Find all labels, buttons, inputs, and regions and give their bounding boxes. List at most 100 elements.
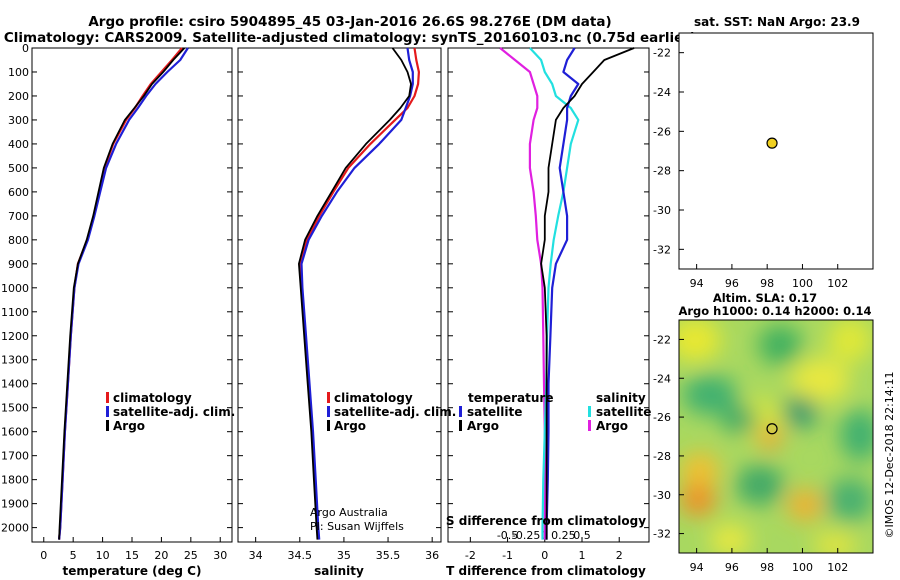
s-tick-label: 0.5 [573,529,591,542]
s-tick-label: -0.5 [497,529,518,542]
x-tick-label: 0 [40,549,47,562]
x-tick-label: 35 [337,549,351,562]
legend-swatch-satellite [327,406,330,417]
depth-tick-label: 100 [8,66,29,79]
salinity-satellite-line [300,47,414,540]
lon-tick-label: 96 [725,561,739,574]
depth-tick-label: 700 [8,210,29,223]
sla-title-1: Altim. SLA: 0.17 [713,291,817,305]
float-marker [766,137,778,149]
depth-tick-label: 1500 [1,402,29,415]
temperature-legend: climatology satellite-adj. clim. Argo [106,391,235,433]
temperature-xlabel: temperature (deg C) [63,564,202,578]
s-difference-label: S difference from climatology [446,514,646,528]
x-tick-label: 34 [249,549,263,562]
x-tick-label: 5 [70,549,77,562]
legend-climatology: climatology [113,391,192,405]
legend-temperature-title: temperature [468,391,553,405]
difference-panel: -2 -1 0 1 2-0.5-0.25 0 0.250.5 [465,47,635,562]
x-tick-label: 15 [125,549,139,562]
depth-tick-label: 0 [22,42,29,55]
lon-tick-label: 98 [760,561,774,574]
legend-satellite: satellite-adj. clim. [334,405,456,419]
depth-tick-label: 2000 [1,522,29,535]
s-tick-label: -0.25 [512,529,540,542]
depth-tick-label: 500 [8,162,29,175]
lat-tick-label: -32 [653,528,671,541]
lat-tick-label: -26 [653,125,671,138]
sst-map: 94 96 98 100 102 -22 -24 -26 -28 -30 -32 [653,47,848,290]
legend-argo: Argo [334,419,366,433]
lon-tick-label: 96 [725,277,739,290]
lat-tick-label: -32 [653,243,671,256]
float-marker [766,423,778,435]
legend-satellite: satellite-adj. clim. [113,405,235,419]
sla-blob [722,406,758,434]
sla-blobs [679,320,873,553]
sla-blob [758,427,782,449]
credit-line-1: Argo Australia [310,506,388,519]
x-tick-label: 0 [541,549,548,562]
x-tick-label: 34.5 [288,549,313,562]
imos-stamp: ©IMOS 12-Dec-2018 22:14:11 [883,372,896,539]
lat-tick-label: -30 [653,204,671,217]
legend-swatch-t-satellite [459,406,462,417]
lat-tick-label: -22 [653,47,671,60]
lat-tick-label: -24 [653,372,671,385]
credit-line-2: PI: Susan Wijffels [310,520,404,533]
depth-tick-label: 1600 [1,426,29,439]
lon-tick-label: 94 [690,277,704,290]
difference-xlabel: T difference from climatology [446,564,646,578]
depth-tick-label: 1200 [1,330,29,343]
sla-blob [826,478,873,522]
sla-blob [710,524,750,553]
t-diff-argo-line [540,47,635,540]
x-tick-label: 20 [154,549,168,562]
salinity-panel-frame [237,47,442,543]
lat-tick-label: -28 [653,450,671,463]
legend-swatch-argo [327,420,330,431]
temperature-climatology-line [58,47,183,540]
lat-tick-label: -28 [653,165,671,178]
temperature-argo-line [58,47,186,540]
sla-map-frame [678,319,874,554]
depth-axis: 0 100 200 300 400 500 600 700 800 900 1000 1100 1200… [1,42,649,535]
x-tick-label: 36 [425,549,439,562]
legend-swatch-satellite [106,406,109,417]
salinity-argo-line [297,47,412,540]
sla-blob [736,465,784,505]
legend-s-satellite: satellite [596,405,651,419]
salinity-panel: 34 34.5 35 35.5 36 [249,47,439,562]
legend-swatch-s-argo [588,420,591,431]
depth-tick-label: 1100 [1,306,29,319]
depth-tick-label: 900 [8,258,29,271]
depth-tick-label: 800 [8,234,29,247]
temperature-panel: 0 5 10 15 20 25 30 [40,47,227,562]
lon-tick-label: 100 [792,277,813,290]
legend-salinity-title: salinity [596,391,646,405]
sst-title: sat. SST: NaN Argo: 23.9 [694,15,860,29]
lat-tick-label: -24 [653,86,671,99]
depth-tick-label: 200 [8,90,29,103]
title-line-2: Climatology: CARS2009. Satellite-adjuste… [4,30,696,46]
s-diff-argo-line [499,47,546,540]
lon-tick-label: 102 [827,561,848,574]
x-tick-label: 35.5 [376,549,401,562]
lon-tick-label: 98 [760,277,774,290]
legend-swatch-s-satellite [588,406,591,417]
t-diff-satellite-line [545,47,580,540]
legend-t-satellite: satellite [467,405,522,419]
x-tick-label: -2 [465,549,476,562]
sla-map: 94 96 98 100 102 -22 -24 -26 -28 -30 -32 [653,333,848,574]
depth-tick-label: 1000 [1,282,29,295]
difference-panel-frame [447,47,650,543]
title-line-1: Argo profile: csiro 5904895_45 03-Jan-20… [88,14,611,30]
depth-tick-label: 600 [8,186,29,199]
legend-swatch-climatology [106,392,109,403]
legend-argo: Argo [113,419,145,433]
sla-blob [758,325,802,365]
sla-blob [790,358,850,402]
sla-field [679,320,873,553]
sla-blob [680,484,716,516]
